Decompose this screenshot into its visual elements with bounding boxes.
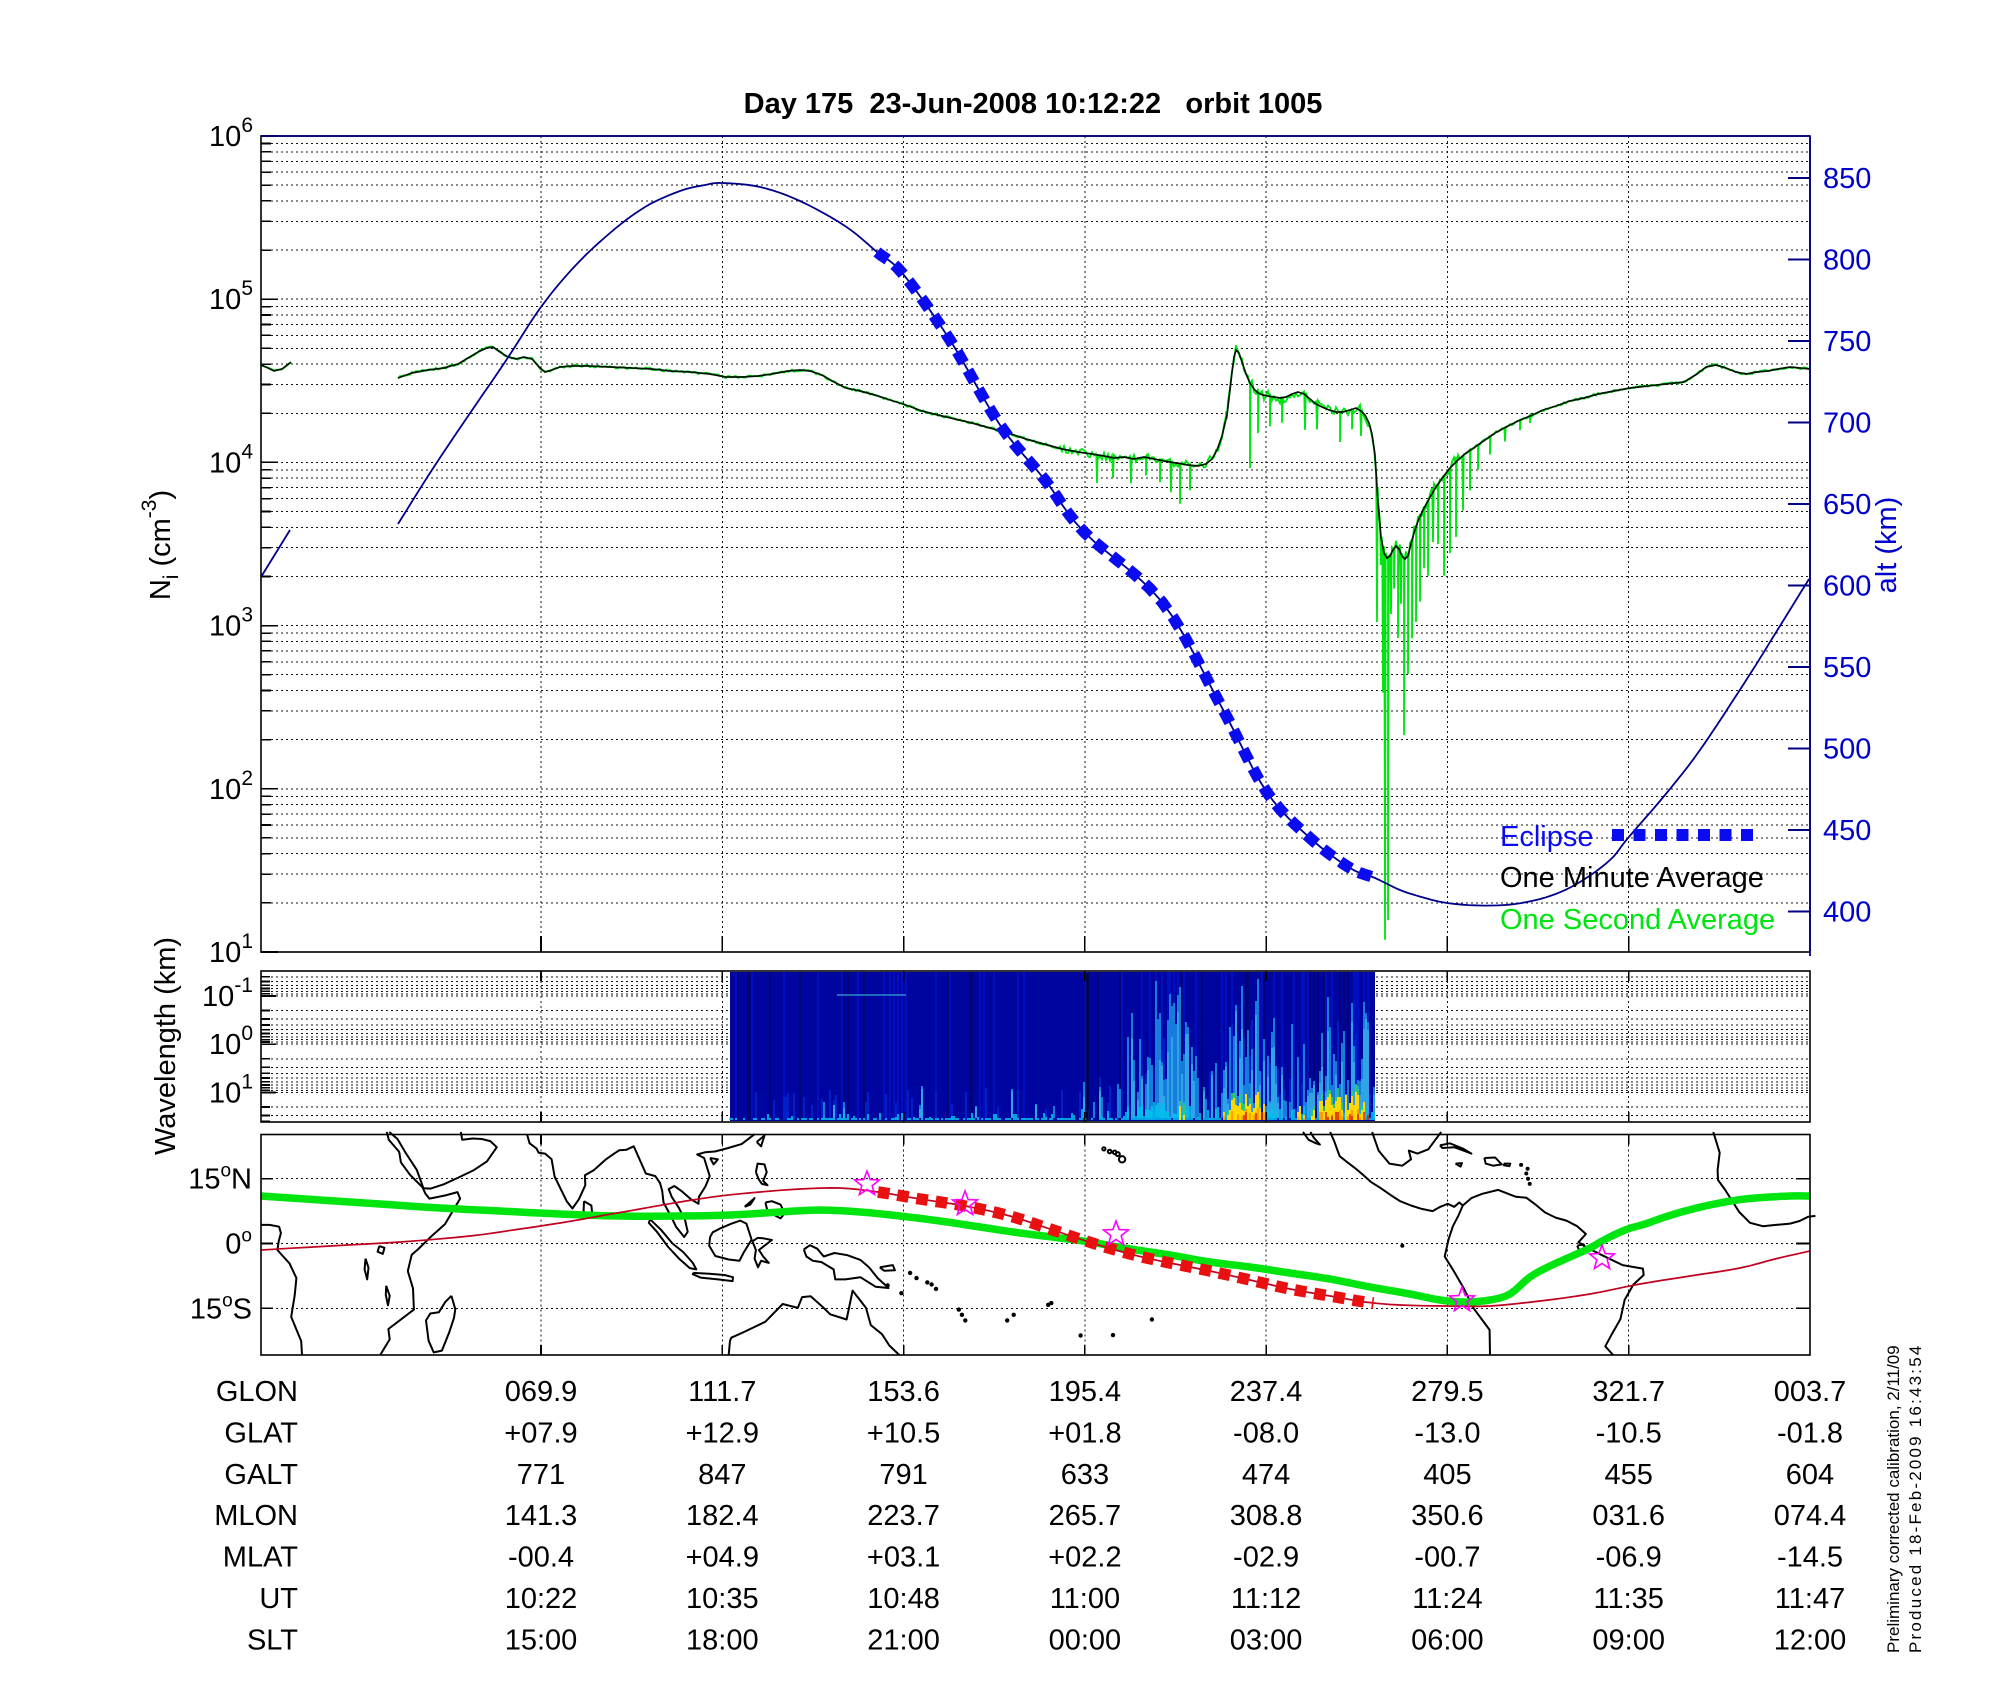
svg-text:MLAT: MLAT	[223, 1542, 298, 1574]
svg-text:650: 650	[1823, 489, 1871, 521]
svg-text:UT: UT	[259, 1583, 298, 1615]
svg-text:223.7: 223.7	[867, 1500, 940, 1532]
svg-text:069.9: 069.9	[505, 1376, 578, 1408]
svg-text:+04.9: +04.9	[686, 1542, 759, 1574]
svg-text:10:35: 10:35	[686, 1583, 759, 1615]
svg-text:265.7: 265.7	[1049, 1500, 1122, 1532]
svg-text:+03.1: +03.1	[867, 1542, 940, 1574]
svg-text:+12.9: +12.9	[686, 1417, 759, 1449]
svg-text:SLT: SLT	[247, 1624, 298, 1656]
svg-text:633: 633	[1061, 1459, 1109, 1491]
svg-text:+07.9: +07.9	[504, 1417, 577, 1449]
svg-text:182.4: 182.4	[686, 1500, 759, 1532]
svg-text:800: 800	[1823, 245, 1871, 277]
svg-text:-13.0: -13.0	[1414, 1417, 1480, 1449]
svg-text:Day 175 23-Jun-2008 10:12:22: Day 175 23-Jun-2008 10:12:22 orbit 1005	[744, 88, 1323, 120]
svg-text:-14.5: -14.5	[1777, 1542, 1843, 1574]
svg-text:771: 771	[517, 1459, 565, 1491]
svg-text:11:12: 11:12	[1231, 1583, 1301, 1615]
svg-text:11:47: 11:47	[1775, 1583, 1845, 1615]
svg-text:11:00: 11:00	[1050, 1583, 1120, 1615]
svg-text:Wavelength (km): Wavelength (km)	[150, 937, 182, 1155]
svg-text:791: 791	[879, 1459, 927, 1491]
svg-text:847: 847	[698, 1459, 746, 1491]
svg-text:550: 550	[1823, 652, 1871, 684]
svg-text:195.4: 195.4	[1049, 1376, 1122, 1408]
svg-text:GLAT: GLAT	[224, 1417, 298, 1449]
svg-text:111.7: 111.7	[688, 1376, 756, 1408]
svg-text:074.4: 074.4	[1774, 1500, 1847, 1532]
svg-text:One Second Average: One Second Average	[1500, 904, 1775, 936]
svg-text:350.6: 350.6	[1411, 1500, 1484, 1532]
svg-text:10:22: 10:22	[505, 1583, 578, 1615]
svg-text:103: 103	[209, 604, 253, 643]
svg-text:GALT: GALT	[224, 1459, 298, 1491]
svg-text:474: 474	[1242, 1459, 1290, 1491]
svg-text:321.7: 321.7	[1592, 1376, 1665, 1408]
svg-text:450: 450	[1823, 815, 1871, 847]
svg-text:455: 455	[1605, 1459, 1653, 1491]
svg-text:18:00: 18:00	[686, 1624, 759, 1656]
svg-text:031.6: 031.6	[1592, 1500, 1665, 1532]
svg-text:Eclipse: Eclipse	[1500, 821, 1594, 853]
svg-text:500: 500	[1823, 734, 1871, 766]
svg-text:+10.5: +10.5	[867, 1417, 940, 1449]
svg-text:153.6: 153.6	[867, 1376, 940, 1408]
svg-text:-01.8: -01.8	[1777, 1417, 1843, 1449]
svg-text:03:00: 03:00	[1230, 1624, 1303, 1656]
svg-text:604: 604	[1786, 1459, 1834, 1491]
svg-text:15oN: 15oN	[188, 1161, 252, 1196]
svg-text:Produced 18-Feb-2009 16:43:54: Produced 18-Feb-2009 16:43:54	[1906, 1343, 1925, 1653]
svg-text:700: 700	[1823, 408, 1871, 440]
svg-text:-08.0: -08.0	[1233, 1417, 1299, 1449]
svg-text:One Minute Average: One Minute Average	[1500, 862, 1764, 894]
svg-text:Ni (cm-3): Ni (cm-3)	[138, 490, 183, 600]
svg-text:-00.4: -00.4	[508, 1542, 574, 1574]
svg-text:308.8: 308.8	[1230, 1500, 1303, 1532]
svg-text:+02.2: +02.2	[1048, 1542, 1121, 1574]
svg-text:600: 600	[1823, 571, 1871, 603]
svg-text:-00.7: -00.7	[1414, 1542, 1480, 1574]
svg-text:279.5: 279.5	[1411, 1376, 1484, 1408]
svg-text:alt (km): alt (km)	[1871, 497, 1903, 594]
svg-text:237.4: 237.4	[1230, 1376, 1303, 1408]
svg-text:15:00: 15:00	[505, 1624, 578, 1656]
svg-text:MLON: MLON	[214, 1500, 298, 1532]
svg-text:-02.9: -02.9	[1233, 1542, 1299, 1574]
svg-text:-06.9: -06.9	[1596, 1542, 1662, 1574]
svg-text:10:48: 10:48	[867, 1583, 940, 1615]
svg-text:003.7: 003.7	[1774, 1376, 1847, 1408]
svg-text:21:00: 21:00	[867, 1624, 940, 1656]
svg-text:750: 750	[1823, 326, 1871, 358]
svg-text:11:35: 11:35	[1593, 1583, 1663, 1615]
svg-text:15oS: 15oS	[190, 1290, 252, 1325]
svg-text:06:00: 06:00	[1411, 1624, 1484, 1656]
svg-text:850: 850	[1823, 163, 1871, 195]
svg-text:11:24: 11:24	[1412, 1583, 1482, 1615]
svg-text:00:00: 00:00	[1049, 1624, 1122, 1656]
svg-text:-10.5: -10.5	[1596, 1417, 1662, 1449]
svg-text:141.3: 141.3	[505, 1500, 578, 1532]
svg-text:Preliminary corrected calibrat: Preliminary corrected calibration, 2/11/…	[1884, 1345, 1903, 1653]
svg-text:400: 400	[1823, 897, 1871, 929]
svg-text:GLON: GLON	[216, 1376, 298, 1408]
svg-text:405: 405	[1423, 1459, 1471, 1491]
svg-text:12:00: 12:00	[1774, 1624, 1847, 1656]
svg-text:09:00: 09:00	[1592, 1624, 1665, 1656]
svg-text:+01.8: +01.8	[1048, 1417, 1121, 1449]
